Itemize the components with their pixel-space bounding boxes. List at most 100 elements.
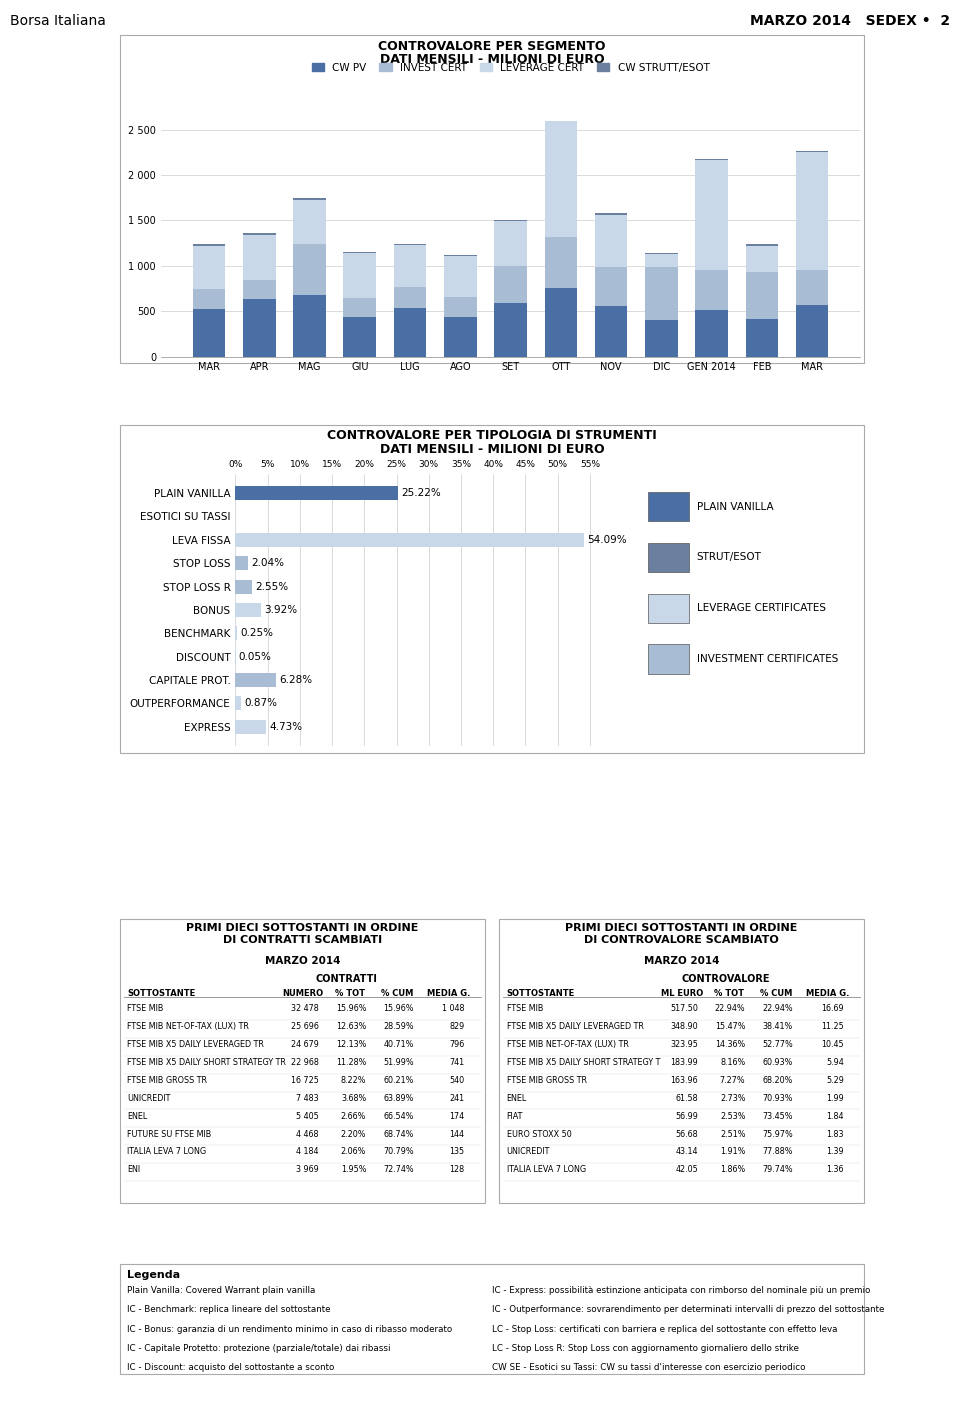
Text: 70.79%: 70.79% bbox=[383, 1147, 414, 1157]
Text: CONTROVALORE PER SEGMENTO: CONTROVALORE PER SEGMENTO bbox=[378, 39, 606, 54]
Text: 2.20%: 2.20% bbox=[341, 1130, 366, 1138]
Text: EURO STOXX 50: EURO STOXX 50 bbox=[507, 1130, 571, 1138]
Text: PRIMI DIECI SOTTOSTANTI IN ORDINE
DI CONTRATTI SCAMBIATI: PRIMI DIECI SOTTOSTANTI IN ORDINE DI CON… bbox=[186, 923, 419, 944]
Text: FIAT: FIAT bbox=[507, 1112, 523, 1120]
Text: 1.86%: 1.86% bbox=[720, 1165, 746, 1174]
Text: 60.21%: 60.21% bbox=[383, 1076, 414, 1085]
Text: LC - Stop Loss: certificati con barriera e replica del sottostante con effetto l: LC - Stop Loss: certificati con barriera… bbox=[492, 1324, 837, 1333]
Text: 2.51%: 2.51% bbox=[720, 1130, 746, 1138]
Text: IC - Benchmark: replica lineare del sottostante: IC - Benchmark: replica lineare del sott… bbox=[128, 1305, 331, 1315]
Text: 2.66%: 2.66% bbox=[341, 1112, 366, 1120]
Text: 3.68%: 3.68% bbox=[341, 1093, 366, 1103]
Text: 22.94%: 22.94% bbox=[762, 1005, 793, 1013]
Text: 79.74%: 79.74% bbox=[762, 1165, 793, 1174]
Text: 75.97%: 75.97% bbox=[762, 1130, 793, 1138]
Text: 517.50: 517.50 bbox=[670, 1005, 698, 1013]
Text: Plain Vanilla: Covered Warrant plain vanilla: Plain Vanilla: Covered Warrant plain van… bbox=[128, 1286, 316, 1295]
Text: 1.39: 1.39 bbox=[827, 1147, 844, 1157]
Text: 68.74%: 68.74% bbox=[383, 1130, 414, 1138]
Bar bbox=[648, 644, 689, 674]
Text: 5.29: 5.29 bbox=[826, 1076, 844, 1085]
Text: DATI MENSILI - MILIONI DI EURO: DATI MENSILI - MILIONI DI EURO bbox=[380, 442, 604, 455]
Text: FTSE MIB: FTSE MIB bbox=[507, 1005, 543, 1013]
Text: SOTTOSTANTE: SOTTOSTANTE bbox=[507, 989, 575, 998]
Text: 174: 174 bbox=[449, 1112, 465, 1120]
Text: 22.94%: 22.94% bbox=[715, 1005, 746, 1013]
Text: 15.96%: 15.96% bbox=[383, 1005, 414, 1013]
FancyBboxPatch shape bbox=[120, 35, 864, 364]
Text: ITALIA LEVA 7 LONG: ITALIA LEVA 7 LONG bbox=[128, 1147, 206, 1157]
Text: 32 478: 32 478 bbox=[291, 1005, 319, 1013]
Bar bbox=[648, 492, 689, 521]
Text: 1.36: 1.36 bbox=[827, 1165, 844, 1174]
Text: FTSE MIB X5 DAILY LEVERAGED TR: FTSE MIB X5 DAILY LEVERAGED TR bbox=[507, 1022, 643, 1031]
Text: 38.41%: 38.41% bbox=[762, 1022, 793, 1031]
Text: 14.36%: 14.36% bbox=[715, 1040, 746, 1048]
Text: 63.89%: 63.89% bbox=[383, 1093, 414, 1103]
Text: 11.28%: 11.28% bbox=[336, 1058, 366, 1067]
Text: ENEL: ENEL bbox=[507, 1093, 527, 1103]
Text: 540: 540 bbox=[449, 1076, 465, 1085]
Text: LC - Stop Loss R: Stop Loss con aggiornamento giornaliero dello strike: LC - Stop Loss R: Stop Loss con aggiorna… bbox=[492, 1344, 799, 1353]
Text: 2.73%: 2.73% bbox=[720, 1093, 746, 1103]
Text: 51.99%: 51.99% bbox=[383, 1058, 414, 1067]
Text: FTSE MIB: FTSE MIB bbox=[128, 1005, 163, 1013]
Text: FTSE MIB NET-OF-TAX (LUX) TR: FTSE MIB NET-OF-TAX (LUX) TR bbox=[507, 1040, 629, 1048]
Text: 56.99: 56.99 bbox=[675, 1112, 698, 1120]
Text: CW SE - Esotici su Tassi: CW su tassi d'interesse con esercizio periodico: CW SE - Esotici su Tassi: CW su tassi d'… bbox=[492, 1363, 805, 1372]
Text: 28.59%: 28.59% bbox=[383, 1022, 414, 1031]
Text: 61.58: 61.58 bbox=[676, 1093, 698, 1103]
Text: IC - Capitale Protetto: protezione (parziale/totale) dai ribassi: IC - Capitale Protetto: protezione (parz… bbox=[128, 1344, 391, 1353]
Text: 12.13%: 12.13% bbox=[336, 1040, 366, 1048]
FancyBboxPatch shape bbox=[499, 919, 864, 1203]
Text: FTSE MIB X5 DAILY SHORT STRATEGY T: FTSE MIB X5 DAILY SHORT STRATEGY T bbox=[507, 1058, 660, 1067]
Text: IC - Express: possibilità estinzione anticipata con rimborso del nominale più un: IC - Express: possibilità estinzione ant… bbox=[492, 1286, 871, 1295]
Text: MEDIA G.: MEDIA G. bbox=[805, 989, 850, 998]
Bar bbox=[648, 542, 689, 572]
FancyBboxPatch shape bbox=[120, 424, 864, 752]
Text: 24 679: 24 679 bbox=[291, 1040, 319, 1048]
Text: 60.93%: 60.93% bbox=[762, 1058, 793, 1067]
Text: MARZO 2014   SEDEX •  2: MARZO 2014 SEDEX • 2 bbox=[751, 14, 950, 28]
Text: 16.69: 16.69 bbox=[822, 1005, 844, 1013]
Text: 7.27%: 7.27% bbox=[720, 1076, 746, 1085]
Text: 5.94: 5.94 bbox=[827, 1058, 844, 1067]
Text: IC - Discount: acquisto del sottostante a sconto: IC - Discount: acquisto del sottostante … bbox=[128, 1363, 335, 1372]
Text: 77.88%: 77.88% bbox=[762, 1147, 793, 1157]
Text: 1.83: 1.83 bbox=[827, 1130, 844, 1138]
Text: MEDIA G.: MEDIA G. bbox=[426, 989, 470, 998]
Text: 1.95%: 1.95% bbox=[341, 1165, 366, 1174]
Text: 42.05: 42.05 bbox=[675, 1165, 698, 1174]
Text: 5 405: 5 405 bbox=[296, 1112, 319, 1120]
Text: 10.45: 10.45 bbox=[822, 1040, 844, 1048]
FancyBboxPatch shape bbox=[120, 919, 485, 1203]
Text: 73.45%: 73.45% bbox=[762, 1112, 793, 1120]
Text: 15.47%: 15.47% bbox=[715, 1022, 746, 1031]
Text: 796: 796 bbox=[449, 1040, 465, 1048]
Text: 8.22%: 8.22% bbox=[341, 1076, 366, 1085]
Text: UNICREDIT: UNICREDIT bbox=[128, 1093, 171, 1103]
Text: 128: 128 bbox=[449, 1165, 465, 1174]
Text: 25 696: 25 696 bbox=[291, 1022, 319, 1031]
Text: PLAIN VANILLA: PLAIN VANILLA bbox=[697, 502, 773, 511]
Text: UNICREDIT: UNICREDIT bbox=[507, 1147, 550, 1157]
Text: % TOT: % TOT bbox=[714, 989, 744, 998]
Text: SOTTOSTANTE: SOTTOSTANTE bbox=[128, 989, 196, 998]
Text: PRIMI DIECI SOTTOSTANTI IN ORDINE
DI CONTROVALORE SCAMBIATO: PRIMI DIECI SOTTOSTANTI IN ORDINE DI CON… bbox=[565, 923, 798, 944]
Text: NUMERO: NUMERO bbox=[282, 989, 323, 998]
Text: 66.54%: 66.54% bbox=[383, 1112, 414, 1120]
Text: FTSE MIB X5 DAILY SHORT STRATEGY TR: FTSE MIB X5 DAILY SHORT STRATEGY TR bbox=[128, 1058, 286, 1067]
Text: 68.20%: 68.20% bbox=[762, 1076, 793, 1085]
Text: 4 468: 4 468 bbox=[297, 1130, 319, 1138]
Text: 2.53%: 2.53% bbox=[720, 1112, 746, 1120]
Text: 1.91%: 1.91% bbox=[720, 1147, 746, 1157]
Text: 741: 741 bbox=[449, 1058, 465, 1067]
Text: FTSE MIB GROSS TR: FTSE MIB GROSS TR bbox=[507, 1076, 587, 1085]
Text: 135: 135 bbox=[449, 1147, 465, 1157]
Text: % TOT: % TOT bbox=[335, 989, 365, 998]
Text: 829: 829 bbox=[449, 1022, 465, 1031]
Text: IC - Bonus: garanzia di un rendimento minimo in caso di ribasso moderato: IC - Bonus: garanzia di un rendimento mi… bbox=[128, 1324, 453, 1333]
Text: 348.90: 348.90 bbox=[670, 1022, 698, 1031]
Text: DATI MENSILI - MILIONI DI EURO: DATI MENSILI - MILIONI DI EURO bbox=[380, 54, 604, 66]
Text: 40.71%: 40.71% bbox=[383, 1040, 414, 1048]
